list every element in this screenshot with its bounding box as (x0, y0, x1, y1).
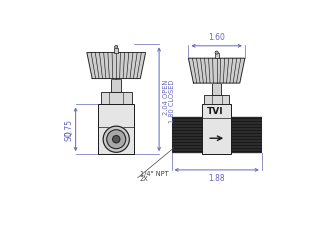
Polygon shape (87, 53, 146, 79)
Text: 2X: 2X (140, 176, 149, 182)
Circle shape (103, 126, 129, 152)
Text: 1.80 CLOSED: 1.80 CLOSED (169, 80, 175, 123)
Circle shape (215, 51, 218, 54)
Bar (172, 117, 202, 153)
Circle shape (115, 45, 118, 49)
Text: 2.04 OPEN: 2.04 OPEN (163, 79, 169, 115)
Bar (215, 53, 219, 58)
Text: 1.88: 1.88 (208, 174, 225, 183)
Bar (111, 79, 121, 92)
Bar (231, 117, 262, 153)
Bar (212, 83, 221, 95)
Text: 1/4" NPT: 1/4" NPT (140, 171, 169, 177)
Bar (114, 48, 118, 53)
Circle shape (107, 130, 126, 149)
Bar (202, 104, 231, 154)
Bar (101, 92, 132, 104)
Text: 1.60: 1.60 (208, 33, 225, 42)
Polygon shape (188, 58, 245, 83)
Bar (204, 95, 229, 104)
Circle shape (113, 136, 120, 143)
Text: 0.75: 0.75 (65, 118, 74, 136)
Bar (98, 104, 134, 154)
Text: SQ: SQ (65, 131, 74, 141)
Text: TVI: TVI (207, 107, 224, 116)
